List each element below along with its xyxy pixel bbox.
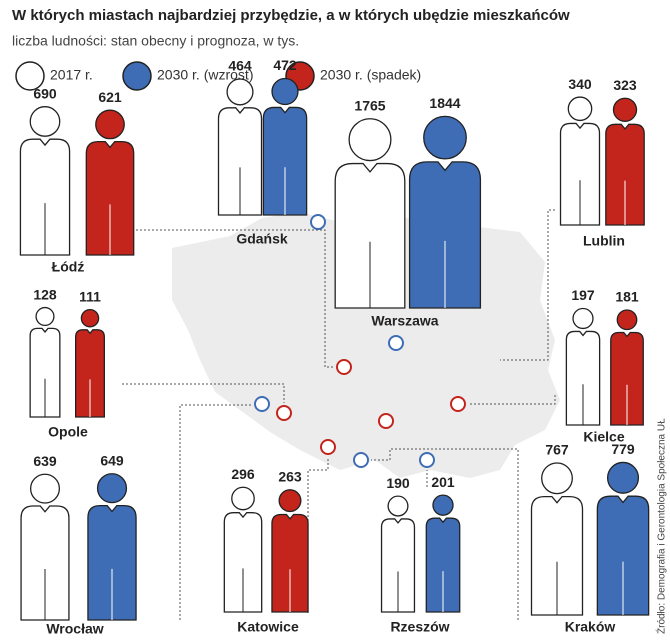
legend-swatch <box>15 61 45 91</box>
city-label: Gdańsk <box>236 231 288 247</box>
city-label: Katowice <box>237 619 299 635</box>
person <box>75 308 105 418</box>
value-label: 323 <box>613 77 637 93</box>
legend-label: 2030 r. (spadek) <box>320 67 421 83</box>
value-label: 181 <box>615 289 639 305</box>
person <box>217 78 263 216</box>
value-label: 197 <box>571 287 595 303</box>
person <box>29 306 61 418</box>
value-label: 690 <box>33 85 57 101</box>
person <box>271 489 309 613</box>
person <box>85 109 135 256</box>
person <box>334 118 406 309</box>
city-label: Rzeszów <box>390 619 449 635</box>
value-label: 190 <box>386 475 410 491</box>
city-label: Kielce <box>583 429 624 445</box>
value-label: 263 <box>278 469 302 485</box>
legend-label: 2017 r. <box>50 67 93 83</box>
city-label: Wrocław <box>46 621 103 637</box>
value-label: 779 <box>611 441 635 457</box>
value-label: 201 <box>431 474 455 490</box>
person <box>20 473 70 621</box>
city-label: Łódź <box>52 259 85 275</box>
value-label: 296 <box>231 466 255 482</box>
value-label: 111 <box>79 288 101 304</box>
legend-label: 2030 r. (wzrost) <box>157 67 253 83</box>
title: W których miastach najbardziej przybędzi… <box>12 7 570 24</box>
value-label: 472 <box>273 57 297 73</box>
person <box>223 486 263 613</box>
value-label: 621 <box>98 89 122 105</box>
value-label: 767 <box>545 442 569 458</box>
person <box>425 494 461 613</box>
value-label: 464 <box>228 58 252 74</box>
person <box>408 115 482 309</box>
person <box>559 96 601 226</box>
value-label: 128 <box>33 286 57 302</box>
person <box>596 461 650 616</box>
value-label: 1844 <box>429 95 460 111</box>
city-label: Lublin <box>583 233 625 249</box>
person <box>610 309 644 426</box>
subtitle: liczba ludności: stan obecny i prognoza,… <box>12 33 299 49</box>
person <box>19 106 71 256</box>
legend-swatch <box>122 61 152 91</box>
person <box>565 307 601 426</box>
value-label: 639 <box>33 453 57 469</box>
value-label: 1765 <box>354 97 385 113</box>
connectors <box>122 209 556 620</box>
city-label: Kraków <box>565 619 616 635</box>
value-label: 649 <box>100 452 124 468</box>
source: Źródło: Demografia i Gerontologia Społec… <box>655 418 668 634</box>
person <box>530 462 584 616</box>
person <box>605 97 645 226</box>
city-label: Warszawa <box>371 313 438 329</box>
person <box>87 473 137 621</box>
person <box>380 495 416 613</box>
person <box>262 77 308 216</box>
value-label: 340 <box>568 76 592 92</box>
city-label: Opole <box>48 424 88 440</box>
